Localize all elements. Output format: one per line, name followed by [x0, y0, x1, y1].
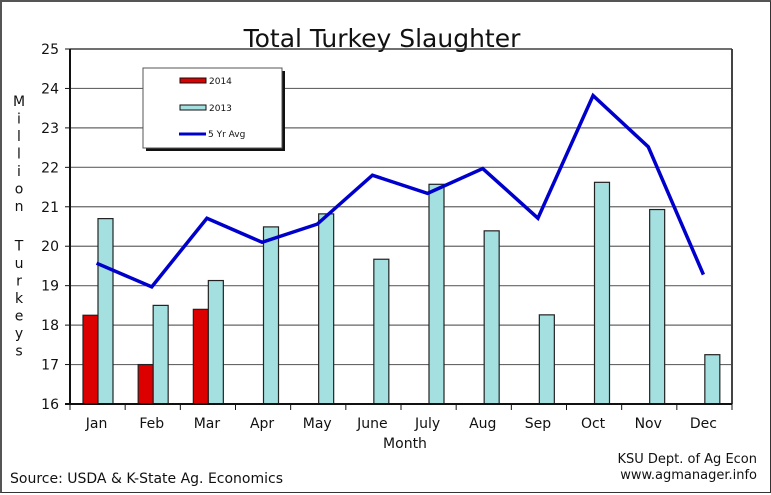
- x-tick-label: Jan: [85, 416, 108, 432]
- bar-2013-may: [318, 213, 335, 405]
- y-axis-label-char: i: [17, 112, 21, 128]
- y-tick-label: 16: [41, 397, 59, 413]
- y-tick-label: 17: [41, 358, 59, 374]
- legend-label-2013: 2013: [209, 104, 232, 114]
- y-tick-label: 20: [41, 239, 59, 255]
- line-series-5yr-avg: [95, 92, 706, 289]
- y-tick-label: 25: [41, 42, 59, 58]
- x-tick-label: May: [303, 416, 332, 432]
- y-axis-label-char: M: [13, 94, 25, 110]
- y-tick-label: 22: [41, 160, 59, 176]
- y-tick-label: 21: [41, 200, 59, 216]
- bar-2013-nov: [649, 208, 666, 405]
- bar-2013-july: [428, 183, 445, 405]
- source-note: Source: USDA & K-State Ag. Economics: [10, 471, 283, 487]
- bar-2013-june: [373, 258, 390, 405]
- bar-2013-jan: [97, 218, 114, 405]
- axes: [65, 48, 733, 410]
- legend: 2014 2013 5 Yr Avg: [142, 67, 285, 151]
- bar-2013-dec: [704, 354, 721, 405]
- credit-url: www.agmanager.info: [620, 468, 757, 483]
- y-axis-label-char: r: [16, 274, 22, 290]
- bar-2013-feb: [152, 304, 169, 405]
- legend-label-2014: 2014: [209, 77, 232, 87]
- bar-2013-mar: [207, 279, 224, 405]
- bar-2013-sep: [538, 314, 555, 405]
- y-axis-label-char: k: [15, 291, 24, 307]
- y-axis-label-char: y: [15, 326, 23, 342]
- line-5yr-avg: [95, 92, 706, 289]
- y-axis-label-char: u: [15, 256, 24, 272]
- y-axis-tick-labels: 16 17 18 19 20 21 22 23 24 25: [41, 42, 59, 413]
- y-axis-label-char: s: [15, 344, 22, 360]
- x-tick-label: June: [356, 416, 388, 432]
- x-tick-label: Apr: [250, 416, 274, 432]
- x-tick-label: Oct: [581, 416, 606, 432]
- legend-label-5yr-avg: 5 Yr Avg: [208, 130, 245, 140]
- x-tick-label: Dec: [690, 416, 717, 432]
- x-axis-tick-labels: Jan Feb Mar Apr May June July Aug Sep Oct Nov Dec: [85, 416, 717, 432]
- y-axis-label-char: l: [17, 129, 21, 145]
- bar-2013-apr: [262, 226, 280, 405]
- y-axis-label-char: i: [17, 164, 21, 180]
- y-axis-label-char: e: [15, 309, 24, 325]
- bar-2013-aug: [483, 230, 500, 405]
- x-tick-label: July: [414, 416, 440, 432]
- x-tick-label: Feb: [139, 416, 164, 432]
- bar-2014-jan: [82, 314, 99, 405]
- legend-box: [142, 67, 283, 149]
- y-axis-label-char: T: [14, 239, 24, 255]
- credit-dept: KSU Dept. of Ag Econ: [617, 452, 757, 467]
- y-axis-label-char: n: [15, 199, 24, 215]
- chart-title: Total Turkey Slaughter: [243, 24, 522, 53]
- legend-swatch-2014: [179, 77, 207, 84]
- y-axis-label-char: l: [17, 147, 21, 163]
- x-tick-label: Nov: [635, 416, 662, 432]
- bar-2013-oct: [593, 181, 611, 405]
- bar-2014-feb: [137, 363, 154, 405]
- x-tick-label: Aug: [469, 416, 496, 432]
- x-tick-label: Mar: [194, 416, 221, 432]
- y-axis-label-char: o: [15, 182, 24, 198]
- legend-swatch-2013: [179, 104, 207, 111]
- bar-series: [82, 181, 721, 405]
- y-tick-label: 23: [41, 121, 59, 137]
- y-tick-label: 24: [41, 81, 59, 97]
- y-tick-label: 18: [41, 318, 59, 334]
- y-tick-label: 19: [41, 279, 59, 295]
- bar-2014-mar: [192, 308, 209, 405]
- x-axis-label: Month: [383, 436, 427, 452]
- x-tick-label: Sep: [525, 416, 552, 432]
